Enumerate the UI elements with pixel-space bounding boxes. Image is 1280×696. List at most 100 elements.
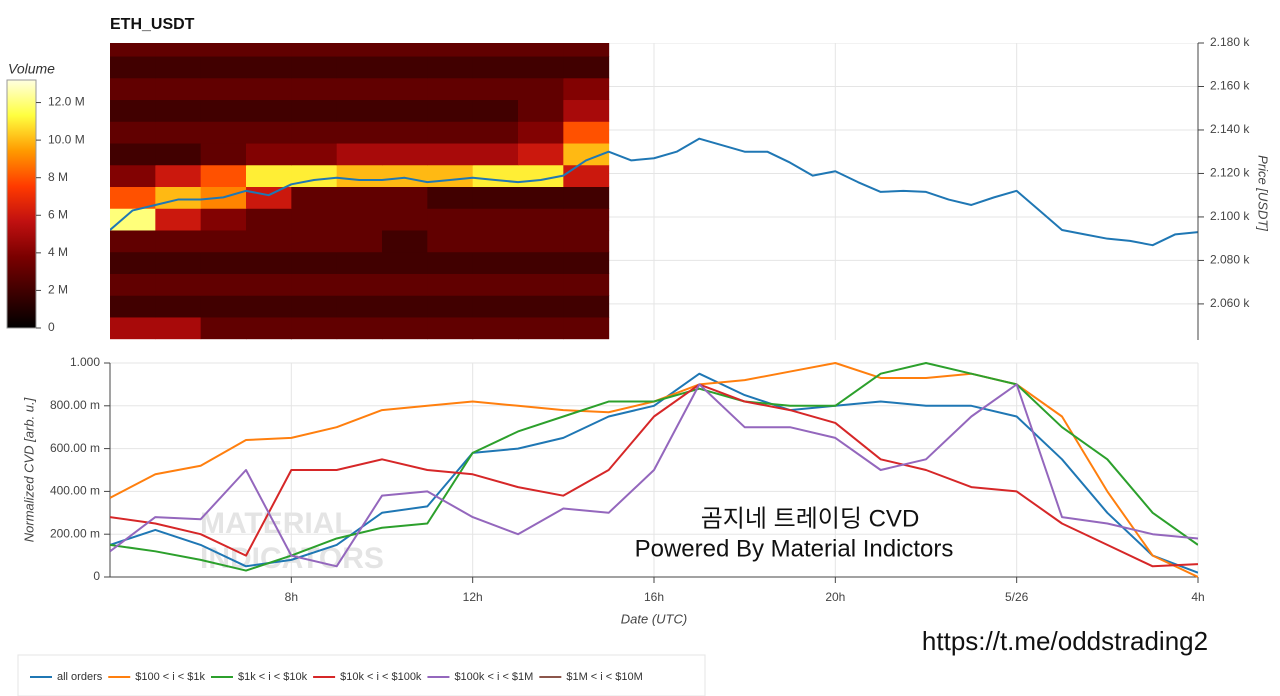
heatmap-cell	[155, 56, 202, 79]
heatmap-cell	[563, 99, 610, 122]
heatmap-cell	[518, 295, 564, 318]
heatmap-cell	[472, 56, 519, 79]
heatmap-cell	[155, 229, 202, 253]
heatmap-cell	[110, 99, 156, 122]
heatmap-cell	[382, 186, 428, 209]
heatmap-cell	[291, 316, 338, 340]
heatmap-cell	[427, 143, 474, 166]
heatmap-cell	[246, 77, 292, 101]
heatmap-cell	[563, 56, 610, 79]
heatmap-cell	[427, 164, 474, 187]
heatmap-cell	[246, 121, 292, 144]
heatmap-cell	[110, 316, 156, 340]
bottom-plot	[110, 362, 1198, 578]
colorbar-tick-label: 10.0 M	[48, 132, 85, 146]
heatmap-cell	[291, 43, 338, 57]
heatmap-cell	[518, 316, 564, 340]
heatmap-cell	[472, 143, 519, 166]
heatmap-cell	[200, 56, 247, 79]
y-tick-label: 400.00 m	[50, 484, 100, 498]
heatmap-cell	[336, 251, 383, 274]
cvd-line	[110, 372, 1198, 574]
y-tick-label: 200.00 m	[50, 526, 100, 540]
heatmap-cell	[472, 43, 519, 57]
heatmap-cell	[427, 316, 474, 340]
heatmap-cell	[155, 273, 202, 296]
colorbar-tick-label: 4 M	[48, 245, 68, 259]
heatmap-cell	[336, 99, 383, 122]
heatmap-cell	[155, 143, 202, 166]
heatmap-cell	[336, 43, 383, 57]
heatmap-cell	[291, 295, 338, 318]
heatmap-cell	[155, 295, 202, 318]
heatmap-cell	[382, 56, 428, 79]
heatmap-cell	[110, 143, 156, 166]
heatmap-cell	[427, 99, 474, 122]
legend-label: $100k < i < $1M	[454, 671, 533, 683]
heatmap-cell	[110, 208, 156, 231]
heatmap-cell	[246, 208, 292, 231]
heatmap-cell	[336, 56, 383, 79]
heatmap-cell	[563, 77, 610, 101]
colorbar	[6, 79, 37, 329]
heatmap-cell	[427, 251, 474, 274]
heatmap-cell	[291, 99, 338, 122]
heatmap-cell	[518, 77, 564, 101]
x-tick-label: 16h	[644, 590, 664, 604]
colorbar-tick-label: 6 M	[48, 207, 68, 221]
heatmap-cell	[155, 208, 202, 231]
legend-box	[17, 654, 706, 696]
heatmap-cell	[200, 121, 247, 144]
heatmap-cell	[427, 295, 474, 318]
heatmap-cell	[336, 186, 383, 209]
heatmap-cell	[110, 43, 156, 57]
heatmap-cell	[291, 56, 338, 79]
heatmap-cell	[563, 273, 610, 296]
heatmap-cell	[518, 186, 564, 209]
heatmap-cell	[472, 99, 519, 122]
heatmap-cell	[563, 121, 610, 144]
heatmap-cell	[472, 273, 519, 296]
heatmap-cell	[200, 164, 247, 187]
colorbar-tick-label: 12.0 M	[48, 95, 85, 109]
heatmap-cell	[155, 77, 202, 101]
heatmap-cell	[291, 121, 338, 144]
cvd-line	[110, 383, 1198, 568]
heatmap-cell	[563, 251, 610, 274]
heatmap-cell	[336, 316, 383, 340]
heatmap-cell	[200, 229, 247, 253]
heatmap-cell	[563, 229, 610, 253]
x-tick-label: 20h	[825, 590, 845, 604]
y2-axis-label: Price [USDT]	[1256, 155, 1271, 231]
heatmap-cell	[246, 143, 292, 166]
heatmap-cell	[427, 77, 474, 101]
heatmap-cell	[518, 99, 564, 122]
heatmap-cell	[472, 251, 519, 274]
y2-tick-label: 2.160 k	[1210, 79, 1250, 93]
heatmap-cell	[155, 186, 202, 209]
heatmap-cell	[291, 273, 338, 296]
y2-tick-label: 2.120 k	[1210, 166, 1250, 180]
heatmap-cell	[200, 251, 247, 274]
x-tick-label: 8h	[285, 590, 298, 604]
legend-label: $100 < i < $1k	[135, 671, 205, 683]
heatmap-cell	[246, 186, 292, 209]
heatmap-cell	[472, 229, 519, 253]
heatmap-cell	[518, 208, 564, 231]
y2-tick-label: 2.140 k	[1210, 122, 1250, 136]
heatmap-cell	[336, 143, 383, 166]
heatmap-cell	[518, 251, 564, 274]
watermark: MATERIAL	[200, 507, 353, 540]
y2-tick-label: 2.180 k	[1210, 35, 1250, 49]
heatmap-cell	[518, 229, 564, 253]
heatmap-cell	[563, 186, 610, 209]
heatmap-cell	[382, 77, 428, 101]
price-line	[110, 137, 1198, 247]
heatmap-cell	[518, 56, 564, 79]
heatmap-cell	[200, 43, 247, 57]
heatmap-cell	[155, 251, 202, 274]
heatmap-cell	[336, 295, 383, 318]
y-axis-label: Normalized CVD [arb. u.]	[21, 397, 36, 542]
heatmap-cell	[382, 121, 428, 144]
